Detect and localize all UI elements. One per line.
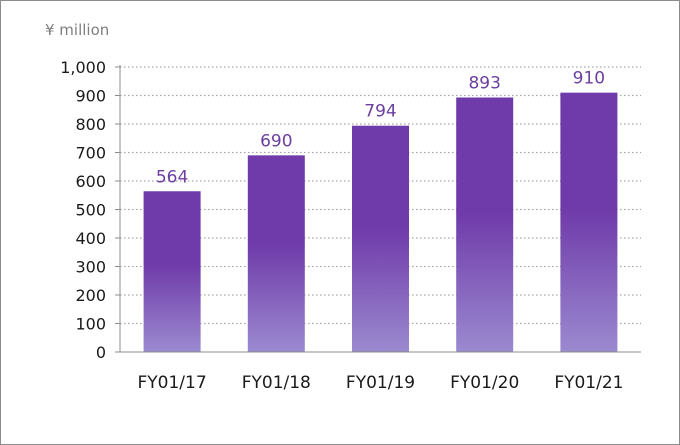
y-tick-label: 300 xyxy=(75,258,106,277)
x-category-label: FY01/19 xyxy=(346,373,415,393)
x-category-label: FY01/18 xyxy=(242,373,311,393)
data-label: 794 xyxy=(364,102,396,122)
bars xyxy=(143,92,618,353)
y-tick-label: 600 xyxy=(75,172,106,191)
y-tick-label: 500 xyxy=(75,201,106,220)
x-category-label: FY01/21 xyxy=(554,373,623,393)
data-label: 893 xyxy=(468,73,500,93)
bar xyxy=(560,92,618,353)
data-label: 564 xyxy=(156,167,188,187)
y-tick-label: 900 xyxy=(75,87,106,106)
y-axis-ticks: 0 100 200 300 400 500 600 700 800 900 1,000 xyxy=(60,58,120,362)
data-label: 690 xyxy=(260,131,292,151)
x-category-label: FY01/17 xyxy=(138,373,207,393)
bar xyxy=(143,191,201,352)
bar xyxy=(456,97,514,353)
data-labels: 564 690 794 893 910 xyxy=(156,69,605,188)
y-tick-label: 700 xyxy=(75,144,106,163)
axes xyxy=(115,65,641,353)
y-tick-label: 400 xyxy=(75,229,106,248)
x-category-label: FY01/20 xyxy=(450,373,519,393)
y-tick-label: 200 xyxy=(75,286,106,305)
y-tick-label: 0 xyxy=(96,343,106,362)
y-tick-label: 100 xyxy=(75,315,106,334)
y-tick-label: 1,000 xyxy=(60,58,106,77)
x-axis-categories: FY01/17 FY01/18 FY01/19 FY01/20 FY01/21 xyxy=(138,373,624,393)
bar xyxy=(247,155,305,352)
y-axis-unit-label: ¥ million xyxy=(45,21,110,39)
y-tick-label: 800 xyxy=(75,115,106,134)
bar xyxy=(352,125,409,353)
data-label: 910 xyxy=(573,69,605,89)
